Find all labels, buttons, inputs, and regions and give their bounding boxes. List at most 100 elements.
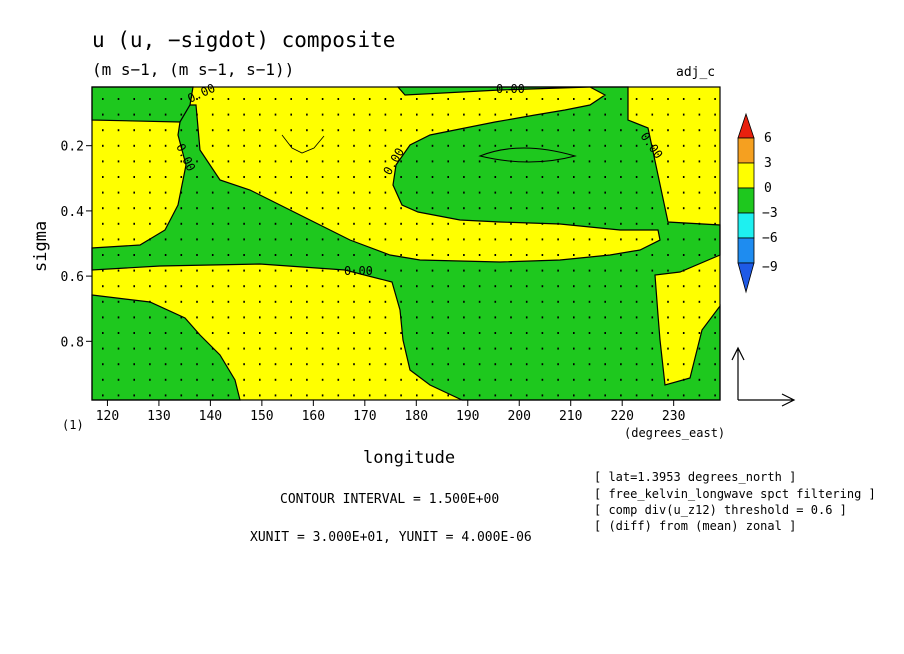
vector-dot [400, 144, 402, 147]
note-line: [ free_kelvin_longwave spct filtering ] [594, 487, 876, 501]
vector-dot [384, 285, 387, 288]
vector-dot [651, 363, 654, 366]
vector-dot [541, 316, 544, 319]
vector-dot [510, 98, 512, 100]
vector-dot [478, 129, 481, 132]
vector-dot [368, 222, 371, 225]
vector-dot [306, 176, 308, 178]
vector-dot [588, 191, 591, 194]
vector-dot [698, 176, 701, 178]
vector-dot [510, 363, 512, 366]
vector-dot [651, 129, 654, 132]
vector-dot [400, 347, 402, 350]
vector-dot [337, 222, 340, 225]
vector-dot [667, 269, 669, 272]
vector-dot [447, 269, 449, 272]
vector-dot [353, 144, 355, 147]
vector-dot [714, 222, 716, 225]
vector-dot [227, 144, 230, 147]
vector-dot [133, 191, 135, 194]
vector-dot [698, 269, 701, 272]
vector-dot [400, 191, 402, 194]
vector-dot [494, 316, 497, 319]
vector-dot [573, 98, 575, 100]
vector-dot [541, 207, 544, 210]
vector-dot [227, 269, 230, 272]
vector-dot [274, 378, 277, 381]
vector-dot [211, 285, 214, 288]
vector-dot [227, 363, 230, 366]
contour-label: 0.00 [496, 82, 525, 96]
vector-dot [478, 191, 481, 194]
vector-dot [133, 347, 135, 350]
vector-dot [259, 160, 261, 163]
vector-dot [274, 347, 277, 350]
vector-dot [463, 316, 465, 319]
vector-dot [510, 254, 512, 256]
chart-subtitle: (m s−1, (m s−1, s−1)) [92, 60, 294, 79]
vector-dot [368, 113, 371, 116]
vector-dot [604, 129, 606, 132]
vector-dot [133, 160, 135, 163]
colorbar-swatch-orange [737, 137, 755, 164]
vector-dot [400, 254, 402, 256]
vector-dot [259, 363, 261, 366]
vector-dot [321, 378, 324, 381]
vector-dot [149, 316, 151, 319]
vector-dot [588, 347, 591, 350]
closed-contour-left [281, 134, 325, 154]
vector-dot [447, 347, 449, 350]
vector-dot [667, 332, 669, 334]
vector-dot [384, 254, 387, 256]
vector-dot [541, 378, 544, 381]
vector-dot [243, 394, 245, 397]
vector-dot [667, 378, 669, 381]
vector-dot [573, 129, 575, 132]
vector-dot [274, 238, 277, 241]
vector-dot [117, 113, 120, 116]
vector-dot [368, 98, 371, 100]
vector-dot [620, 300, 622, 303]
vector-dot [557, 300, 559, 303]
vector-dot [573, 207, 575, 210]
vector-dot [604, 347, 606, 350]
vector-dot [620, 191, 622, 194]
vector-dot [463, 394, 465, 397]
vector-dot [102, 254, 104, 256]
vector-dot [682, 98, 685, 100]
vector-dot [290, 285, 292, 288]
vector-dot [259, 316, 261, 319]
vector-dot [573, 347, 575, 350]
colorbar-label: 0 [764, 181, 772, 196]
vector-dot [321, 98, 324, 100]
vector-dot [416, 144, 418, 147]
vector-dot [149, 347, 151, 350]
vector-dot [620, 176, 622, 178]
vector-dot [243, 98, 245, 100]
vector-dot [635, 394, 638, 397]
note-line: [ lat=1.3953 degrees_north ] [594, 470, 796, 484]
vector-dot [635, 363, 638, 366]
vector-dot [478, 160, 481, 163]
vector-dot [196, 316, 198, 319]
vector-dot [337, 191, 340, 194]
vector-dot [274, 316, 277, 319]
vector-dot [682, 363, 685, 366]
vector-dot [211, 254, 214, 256]
vector-dot [714, 113, 716, 116]
vector-dot [196, 394, 198, 397]
vector-dot [149, 332, 151, 334]
vector-dot [196, 347, 198, 350]
vector-dot [635, 113, 638, 116]
vector-dot [682, 176, 685, 178]
vector-dot [306, 222, 308, 225]
y-tick-label: 0.2 [61, 140, 84, 155]
vector-dot [525, 254, 528, 256]
vector-dot [698, 207, 701, 210]
vector-dot [196, 332, 198, 334]
vector-dot [416, 285, 418, 288]
vector-dot [196, 129, 198, 132]
vector-dot [180, 347, 183, 350]
vector-dot [133, 207, 135, 210]
vector-dot [196, 191, 198, 194]
